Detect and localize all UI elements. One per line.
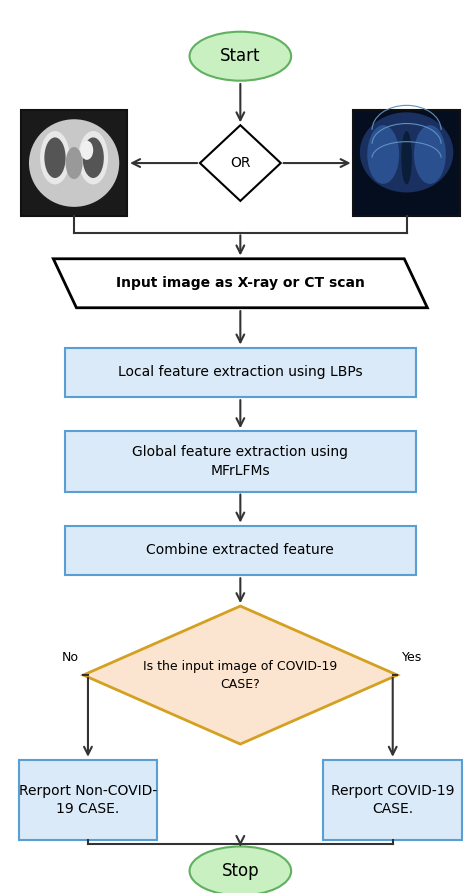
Polygon shape bbox=[200, 125, 281, 201]
Ellipse shape bbox=[29, 119, 119, 207]
Ellipse shape bbox=[78, 131, 108, 185]
Text: Rerport Non-COVID-
19 CASE.: Rerport Non-COVID- 19 CASE. bbox=[19, 783, 157, 816]
Bar bbox=[65, 431, 416, 492]
Text: Start: Start bbox=[220, 47, 261, 65]
Ellipse shape bbox=[82, 137, 104, 178]
Ellipse shape bbox=[367, 125, 399, 184]
Ellipse shape bbox=[65, 147, 82, 179]
Bar bbox=[323, 760, 462, 840]
Ellipse shape bbox=[40, 131, 70, 185]
Text: Is the input image of COVID-19
CASE?: Is the input image of COVID-19 CASE? bbox=[143, 659, 337, 691]
Ellipse shape bbox=[190, 847, 291, 895]
Ellipse shape bbox=[414, 125, 446, 184]
Bar bbox=[21, 109, 127, 217]
Polygon shape bbox=[83, 606, 397, 744]
Ellipse shape bbox=[81, 141, 93, 159]
Text: Rerport COVID-19
CASE.: Rerport COVID-19 CASE. bbox=[331, 783, 455, 816]
Ellipse shape bbox=[401, 131, 412, 185]
Bar bbox=[354, 109, 460, 217]
Text: Yes: Yes bbox=[402, 651, 422, 664]
Text: Input image as X-ray or CT scan: Input image as X-ray or CT scan bbox=[116, 276, 365, 290]
Ellipse shape bbox=[360, 112, 453, 193]
Ellipse shape bbox=[190, 31, 291, 81]
Bar bbox=[18, 760, 157, 840]
Polygon shape bbox=[53, 259, 428, 307]
Text: OR: OR bbox=[230, 156, 251, 170]
Text: Global feature extraction using
MFrLFMs: Global feature extraction using MFrLFMs bbox=[132, 445, 348, 478]
Ellipse shape bbox=[45, 137, 65, 178]
Bar bbox=[65, 348, 416, 397]
Bar bbox=[65, 526, 416, 575]
Text: No: No bbox=[62, 651, 79, 664]
Text: Combine extracted feature: Combine extracted feature bbox=[146, 543, 334, 557]
Text: Stop: Stop bbox=[221, 862, 259, 880]
Text: Local feature extraction using LBPs: Local feature extraction using LBPs bbox=[118, 366, 363, 379]
